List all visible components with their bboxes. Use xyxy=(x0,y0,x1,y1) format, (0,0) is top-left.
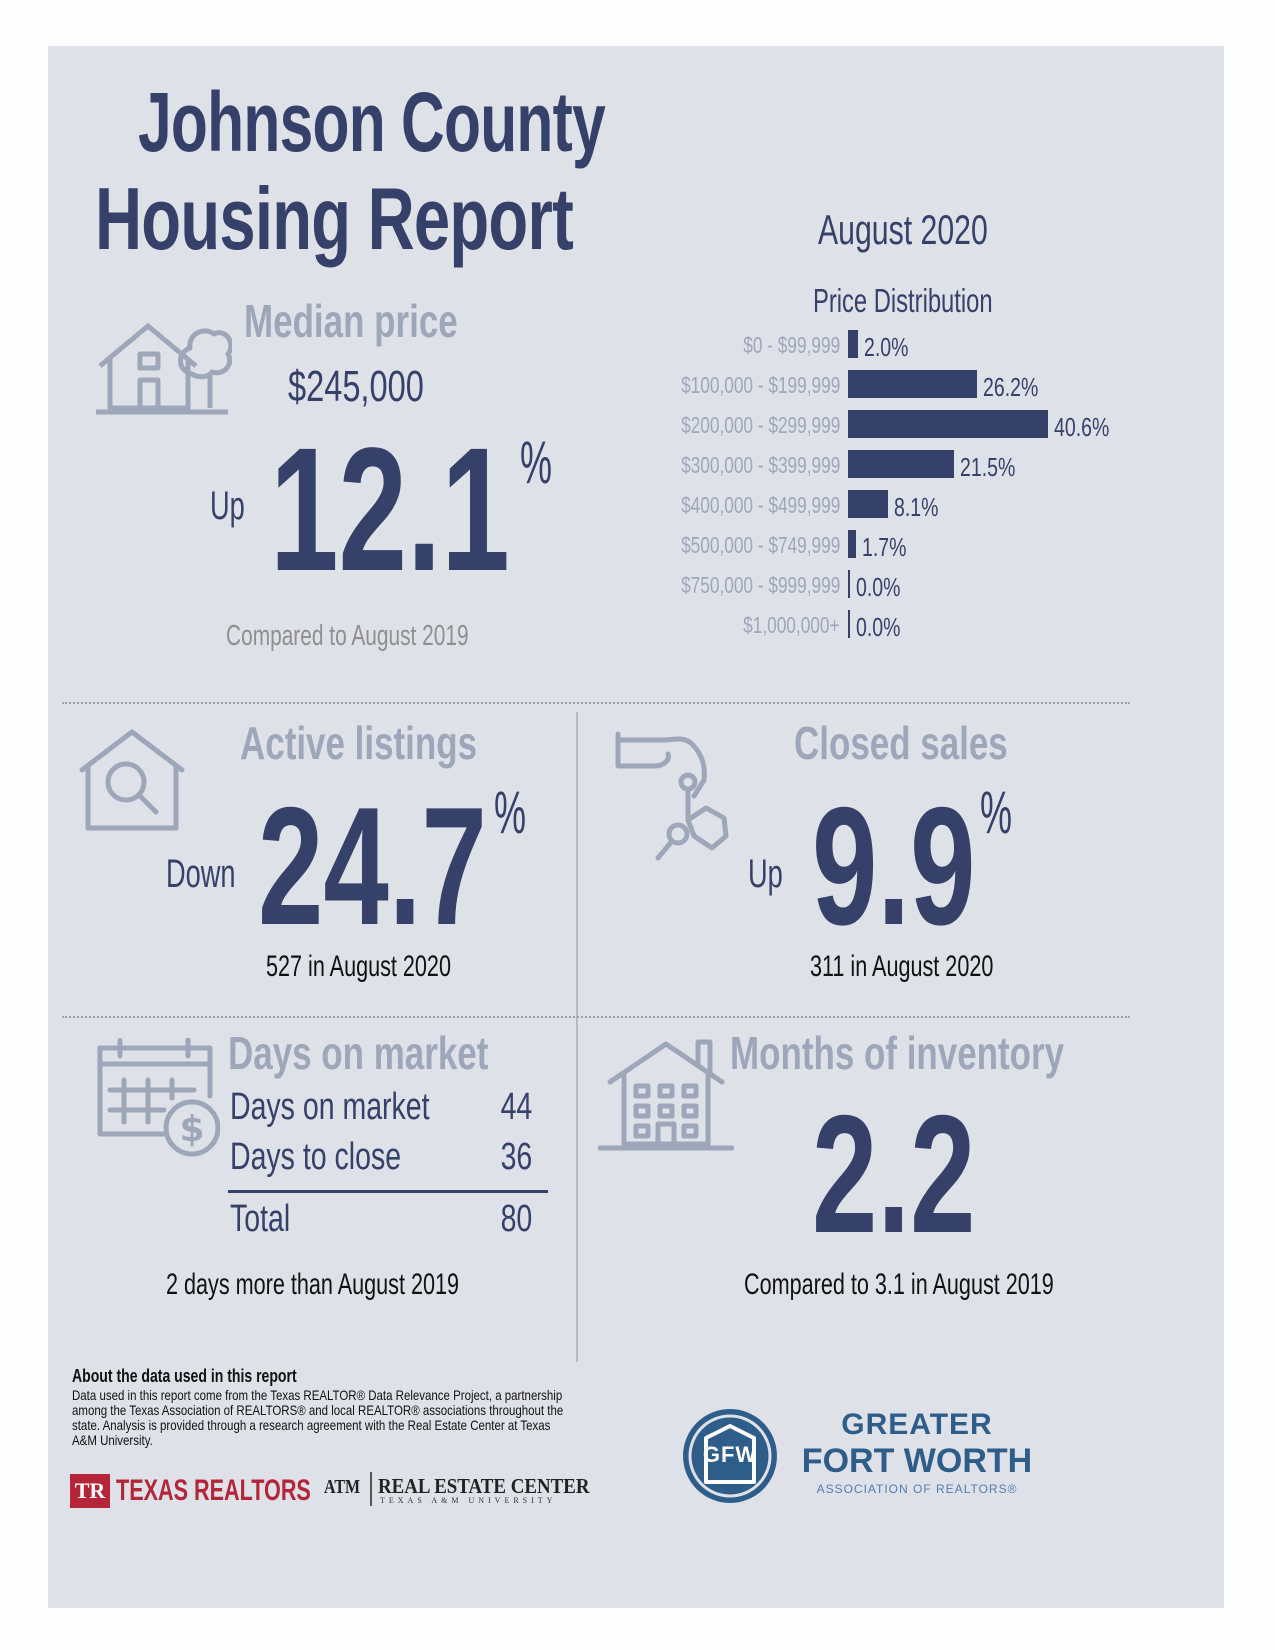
price-distribution-chart: $0 - $99,999 2.0% $100,000 - $199,999 26.2%… xyxy=(48,46,1224,646)
dom-row-days-to-close: Days to close 36 xyxy=(230,1136,550,1179)
price-distribution-title: Price Distribution xyxy=(813,282,993,319)
price-bar-label: $500,000 - $749,999 xyxy=(680,532,840,558)
price-bar xyxy=(848,610,850,638)
dom-total-label: Total xyxy=(230,1198,291,1240)
price-bar-row: $200,000 - $299,999 40.6% xyxy=(48,410,1224,442)
logo-separator xyxy=(370,1472,372,1506)
days-on-market-compare: 2 days more than August 2019 xyxy=(166,1268,460,1301)
about-heading: About the data used in this report xyxy=(72,1366,297,1386)
price-bar xyxy=(848,530,856,558)
svg-text:$: $ xyxy=(179,1109,204,1150)
price-bar-value-label: 0.0% xyxy=(856,572,901,602)
active-listings-direction: Down xyxy=(166,852,236,896)
price-bar-row: $0 - $99,999 2.0% xyxy=(48,330,1224,362)
price-bar-value-label: 21.5% xyxy=(960,452,1016,482)
gfw-emblem-text: GFW xyxy=(702,1442,758,1467)
texas-realtors-logo-text: TEXAS REALTORS xyxy=(116,1474,311,1507)
closed-sales-direction: Up xyxy=(748,852,783,896)
report-page: Johnson County Housing Report August 202… xyxy=(48,46,1224,1608)
price-bar-label: $100,000 - $199,999 xyxy=(680,372,840,398)
dom-total-rule xyxy=(228,1190,548,1193)
atm-logo: ATM xyxy=(324,1476,361,1498)
divider-vertical xyxy=(576,712,578,1362)
price-bar xyxy=(848,570,850,598)
report-title-line1: Johnson County xyxy=(138,75,606,169)
calendar-dollar-icon: $ xyxy=(97,1038,220,1157)
price-bar-value-label: 26.2% xyxy=(983,372,1039,402)
closed-sales-heading: Closed sales xyxy=(794,717,1008,769)
price-bar-value-label: 8.1% xyxy=(894,492,939,522)
price-bar-label: $750,000 - $999,999 xyxy=(680,572,840,598)
price-bar-row: $1,000,000+ 0.0% xyxy=(48,610,1224,642)
price-bar-label: $0 - $99,999 xyxy=(743,332,840,358)
median-price-value: $245,000 xyxy=(288,362,424,411)
median-price-heading: Median price xyxy=(244,295,458,347)
price-bar-label: $400,000 - $499,999 xyxy=(680,492,840,518)
house-search-icon xyxy=(79,729,185,831)
gfw-line1: GREATER xyxy=(841,1408,993,1441)
price-bar-row: $750,000 - $999,999 0.0% xyxy=(48,570,1224,602)
closed-sales-pct-sign: % xyxy=(980,779,1013,846)
report-period: August 2020 xyxy=(818,206,988,253)
gfw-line2: FORT WORTH xyxy=(801,1442,1033,1480)
median-direction: Up xyxy=(210,484,245,528)
apartment-building-icon xyxy=(598,1039,734,1151)
divider-top xyxy=(62,702,1130,704)
months-inventory-value: 2.2 xyxy=(812,1080,976,1268)
closed-sales-detail: 311 in August 2020 xyxy=(810,950,994,983)
gfw-emblem-icon xyxy=(683,1409,777,1503)
price-bar-row: $500,000 - $749,999 1.7% xyxy=(48,530,1224,562)
dom-row-label: Days to close xyxy=(230,1136,402,1178)
texas-realtors-mark: TR xyxy=(70,1474,110,1508)
price-bar-value-label: 0.0% xyxy=(856,612,901,642)
dom-row-value: 44 xyxy=(500,1086,532,1128)
divider-middle xyxy=(62,1016,1130,1018)
price-bar xyxy=(848,490,888,518)
report-title-line2: Housing Report xyxy=(95,169,574,268)
price-bar xyxy=(848,410,1048,438)
gfw-line3: ASSOCIATION OF REALTORS® xyxy=(816,1482,1018,1496)
texas-realtors-mark-text: TR xyxy=(74,1478,106,1503)
dom-total-value: 80 xyxy=(500,1198,532,1240)
active-listings-detail: 527 in August 2020 xyxy=(266,950,451,983)
about-text: Data used in this report come from the T… xyxy=(72,1387,564,1448)
price-bar-value-label: 2.0% xyxy=(864,332,909,362)
active-listings-change: 24.7 xyxy=(258,772,487,960)
price-bar-value-label: 40.6% xyxy=(1054,412,1110,442)
median-pct-sign: % xyxy=(520,429,553,496)
real-estate-center-subtext: TEXAS A&M UNIVERSITY xyxy=(380,1496,557,1505)
price-bar-value-label: 1.7% xyxy=(862,532,907,562)
real-estate-center-text: REAL ESTATE CENTER xyxy=(378,1474,590,1498)
price-bar xyxy=(848,370,977,398)
months-inventory-compare: Compared to 3.1 in August 2019 xyxy=(744,1268,1054,1301)
price-bar-label: $1,000,000+ xyxy=(743,612,840,638)
dom-row-value: 36 xyxy=(500,1136,532,1178)
price-bar-label: $200,000 - $299,999 xyxy=(680,412,840,438)
dom-row-label: Days on market xyxy=(230,1086,430,1128)
months-inventory-heading: Months of inventory xyxy=(730,1027,1065,1079)
median-change-value: 12.1 xyxy=(270,412,510,608)
price-bar xyxy=(848,450,954,478)
active-listings-heading: Active listings xyxy=(240,717,478,769)
closed-sales-change: 9.9 xyxy=(812,772,976,960)
days-on-market-heading: Days on market xyxy=(228,1027,489,1079)
price-bar-row: $400,000 - $499,999 8.1% xyxy=(48,490,1224,522)
price-bar-row: $100,000 - $199,999 26.2% xyxy=(48,370,1224,402)
hand-keys-icon xyxy=(615,731,729,861)
price-bar xyxy=(848,330,858,358)
active-listings-pct-sign: % xyxy=(494,779,527,846)
price-bar-label: $300,000 - $399,999 xyxy=(680,452,840,478)
median-compare: Compared to August 2019 xyxy=(226,620,469,652)
price-bar-row: $300,000 - $399,999 21.5% xyxy=(48,450,1224,482)
dom-row-days-on-market: Days on market 44 xyxy=(230,1086,550,1129)
house-tree-icon xyxy=(96,323,232,415)
dom-row-total: Total 80 xyxy=(230,1198,550,1241)
